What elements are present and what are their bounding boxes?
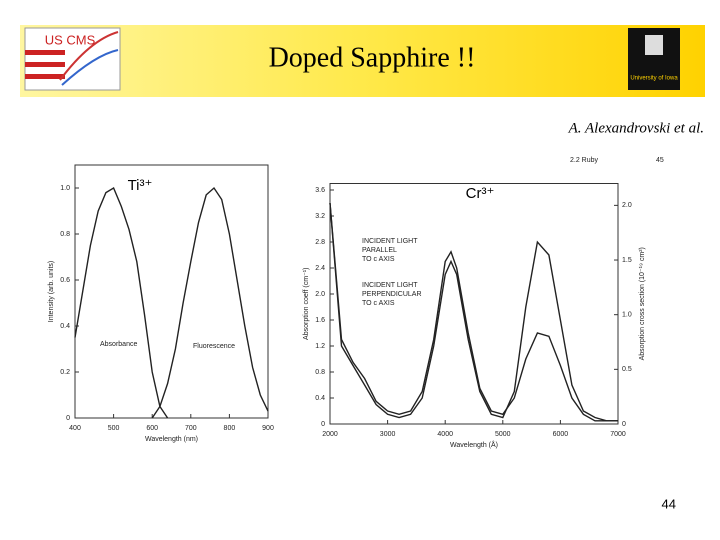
x-tick-label: 4000	[437, 431, 453, 438]
annotation: 45	[656, 157, 664, 164]
line-series	[329, 202, 618, 422]
line-series	[151, 186, 269, 419]
y-axis-label: Intensity (arb. units)	[48, 261, 55, 322]
y2-tick-label: 2.0	[622, 202, 632, 209]
logo-text: US CMS	[45, 32, 96, 47]
logo-left: US CMS	[24, 27, 121, 91]
y-tick-label: 1.6	[315, 317, 325, 324]
citation: A. Alexandrovski et al.	[568, 120, 704, 136]
page-number: 44	[662, 496, 676, 511]
y2-tick-label: 0	[622, 421, 626, 428]
y-tick-label: 1.2	[315, 343, 325, 350]
annotation: INCIDENT LIGHT	[362, 238, 418, 245]
y-tick-label: 0.6	[60, 277, 70, 284]
annotation: INCIDENT LIGHT	[362, 282, 418, 289]
y-tick-label: 0	[321, 421, 325, 428]
x-tick-label: 700	[185, 425, 197, 432]
plot-frame	[329, 183, 619, 425]
y-axis-label: Absorption coeff (cm⁻¹)	[303, 268, 310, 340]
plot-frame	[74, 164, 269, 419]
x-tick-label: 2000	[322, 431, 338, 438]
x-tick-label: 500	[108, 425, 120, 432]
line-series	[329, 202, 618, 422]
header-band	[20, 25, 705, 97]
annotation: TO c AXIS	[362, 300, 395, 307]
logo-text: University of Iowa	[630, 76, 678, 82]
y-tick-label: 0.2	[60, 369, 70, 376]
x-axis-label: Wavelength (nm)	[145, 436, 198, 443]
x-tick-label: 400	[69, 425, 81, 432]
y-tick-label: 2.0	[315, 291, 325, 298]
annotation: TO c AXIS	[362, 256, 395, 263]
y-tick-label: 3.2	[315, 213, 325, 220]
y2-tick-label: 1.5	[622, 257, 632, 264]
y-tick-label: 2.4	[315, 265, 325, 272]
annotation: PERPENDICULAR	[362, 291, 422, 298]
slide-title: Doped Sapphire !!	[269, 42, 476, 73]
y2-tick-label: 1.0	[622, 312, 632, 319]
x-tick-label: 800	[224, 425, 236, 432]
x-tick-label: 6000	[553, 431, 569, 438]
y-tick-label: 2.8	[315, 239, 325, 246]
y2-tick-label: 0.5	[622, 366, 632, 373]
x-tick-label: 5000	[495, 431, 511, 438]
chart-title: Cr³⁺	[466, 185, 495, 202]
y-tick-label: 0	[66, 415, 70, 422]
y-tick-label: 0.4	[60, 323, 70, 330]
y-tick-label: 3.6	[315, 187, 325, 194]
x-tick-label: 600	[146, 425, 158, 432]
line-series	[74, 186, 169, 419]
annotation: Absorbance	[100, 341, 137, 348]
logo-right: University of Iowa	[628, 28, 680, 90]
annotation: Fluorescence	[193, 343, 235, 350]
figure-panel	[298, 175, 678, 443]
y-tick-label: 0.8	[315, 369, 325, 376]
chart-title: Ti³⁺	[128, 177, 153, 194]
y-tick-label: 0.8	[60, 231, 70, 238]
x-tick-label: 7000	[610, 431, 626, 438]
annotation: PARALLEL	[362, 247, 397, 254]
x-axis-label: Wavelength (Å)	[450, 440, 498, 449]
y-tick-label: 1.0	[60, 185, 70, 192]
annotation: 2.2 Ruby	[570, 157, 599, 164]
x-tick-label: 900	[262, 425, 274, 432]
x-tick-label: 3000	[380, 431, 396, 438]
y-tick-label: 0.4	[315, 395, 325, 402]
y2-axis-label: Absorption cross section (10⁻¹⁹ cm²)	[639, 247, 646, 360]
